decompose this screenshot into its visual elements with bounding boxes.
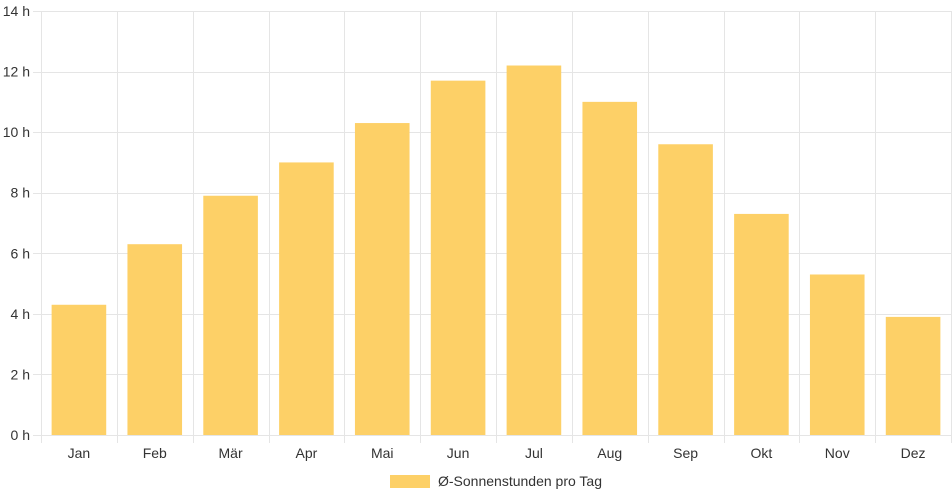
- x-tick-label: Apr: [296, 445, 318, 461]
- bars: [51, 65, 941, 436]
- gridlines: [33, 11, 952, 443]
- y-tick-label: 8 h: [11, 185, 30, 201]
- bar-jul[interactable]: [506, 65, 562, 435]
- y-tick-label: 2 h: [11, 366, 30, 382]
- bar-dez[interactable]: [885, 316, 941, 435]
- x-tick-label: Aug: [597, 445, 622, 461]
- bar-jun[interactable]: [430, 80, 486, 436]
- bar-sep[interactable]: [658, 144, 713, 435]
- x-tick-label: Nov: [825, 445, 850, 461]
- x-tick-label: Dez: [901, 445, 926, 461]
- legend-label[interactable]: Ø-Sonnenstunden pro Tag: [438, 473, 602, 489]
- bar-mai[interactable]: [354, 123, 410, 436]
- axes: 0 h 2 h 4 h 6 h 8 h 10 h 12 h 14 h Jan Feb Mär Apr M…: [3, 3, 926, 461]
- bar-feb[interactable]: [127, 244, 183, 435]
- y-tick-label: 0 h: [11, 427, 30, 443]
- y-tick-label: 12 h: [3, 64, 30, 80]
- bar-jan[interactable]: [51, 304, 107, 435]
- bar-mär[interactable]: [203, 195, 258, 435]
- x-tick-label: Feb: [143, 445, 167, 461]
- bar-aug[interactable]: [582, 101, 638, 435]
- legend[interactable]: Ø-Sonnenstunden pro Tag: [390, 473, 602, 489]
- bar-apr[interactable]: [279, 162, 334, 435]
- bar-okt[interactable]: [734, 213, 789, 435]
- bar-nov[interactable]: [809, 274, 865, 435]
- x-tick-label: Jun: [447, 445, 470, 461]
- y-tick-label: 10 h: [3, 124, 30, 140]
- x-tick-label: Okt: [751, 445, 773, 461]
- y-tick-label: 4 h: [11, 306, 30, 322]
- y-tick-label: 6 h: [11, 245, 30, 261]
- legend-swatch[interactable]: [390, 475, 431, 488]
- x-tick-label: Jul: [525, 445, 543, 461]
- y-tick-label: 14 h: [3, 3, 30, 19]
- x-tick-label: Mär: [219, 445, 243, 461]
- x-tick-label: Jan: [68, 445, 91, 461]
- x-tick-label: Sep: [673, 445, 698, 461]
- x-tick-label: Mai: [371, 445, 394, 461]
